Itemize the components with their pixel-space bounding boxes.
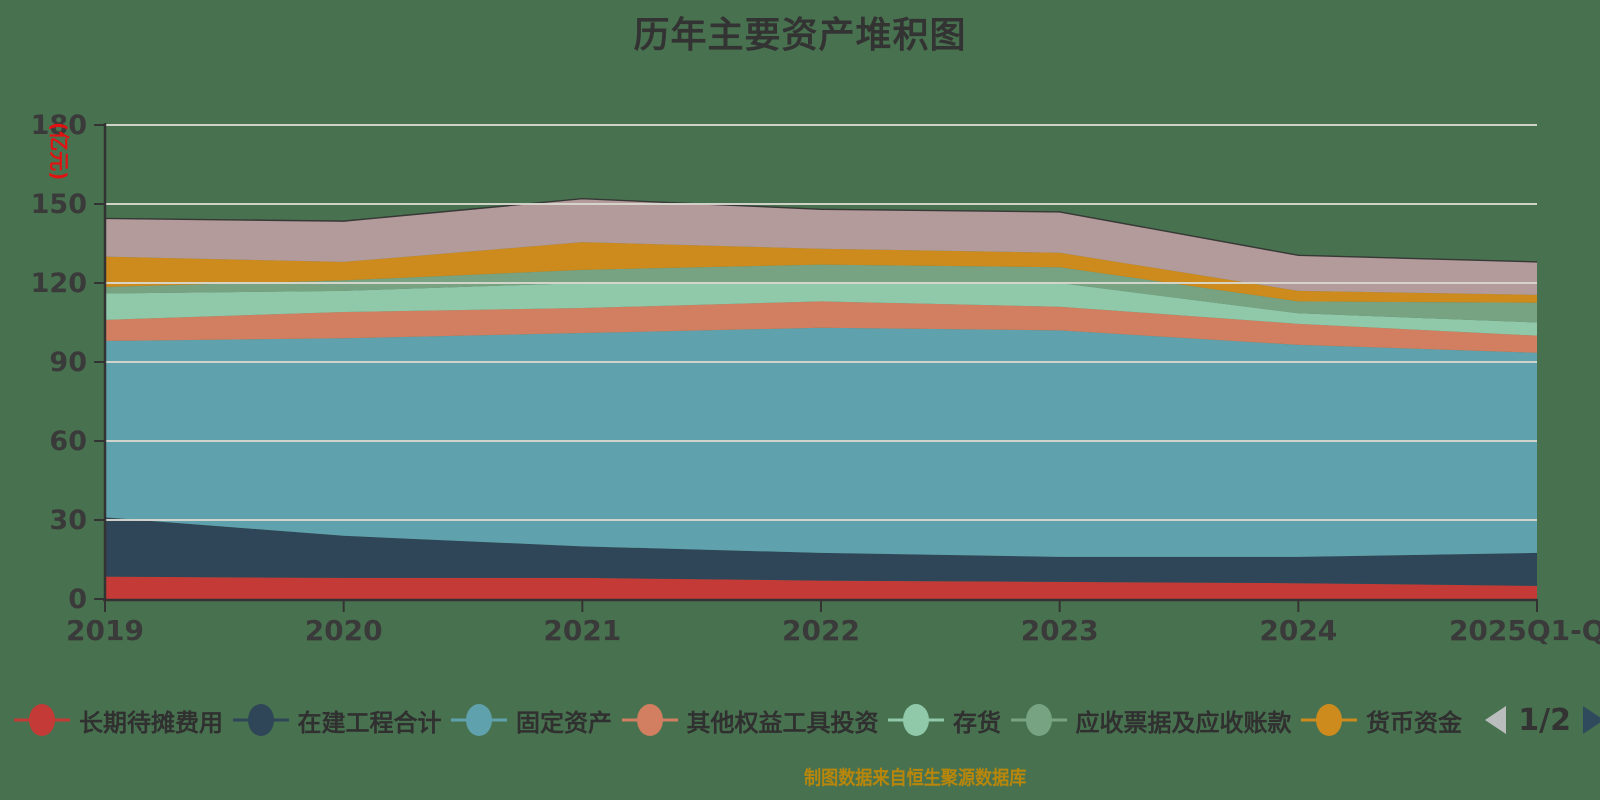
legend-item-label: 应收票据及应收账款 <box>1075 708 1292 737</box>
page-title: 历年主要资产堆积图 <box>633 15 967 56</box>
legend-item[interactable]: 在建工程合计 <box>232 702 442 738</box>
legend-item-label: 在建工程合计 <box>297 708 442 737</box>
x-tick-label: 2019 <box>66 614 144 647</box>
area-series-在建工程合计[interactable] <box>105 517 1537 586</box>
total-outline <box>104 198 1538 263</box>
area-series-应收票据及应收账款[interactable] <box>105 264 1537 323</box>
x-tick-label: 2024 <box>1259 614 1337 647</box>
y-tick-label: 150 <box>31 189 87 220</box>
y-tick-label: 90 <box>49 347 87 378</box>
legend-item[interactable]: 应收票据及应收账款 <box>1010 702 1292 738</box>
legend-item[interactable]: 货币资金 <box>1301 702 1462 738</box>
area-series-长期待摊费用[interactable] <box>105 576 1537 599</box>
y-axis-unit-label: (亿元) <box>47 122 71 180</box>
legend-marker-icon <box>1010 704 1067 736</box>
area-series-存货[interactable] <box>105 283 1537 336</box>
legend-marker-icon <box>621 704 678 736</box>
x-tick-label: 2020 <box>305 614 383 647</box>
x-tick-label: 2021 <box>543 614 621 647</box>
x-tick-label: 2023 <box>1021 614 1099 647</box>
legend-prev-icon[interactable] <box>1485 706 1507 734</box>
legend-marker-icon <box>14 704 70 736</box>
legend: 长期待摊费用 在建工程合计 固定资产 其他权益工具投资 存货 应收票据及应收账款 货币资金 <box>14 696 1462 744</box>
legend-item[interactable]: 长期待摊费用 <box>14 702 223 738</box>
area-series-其他权益工具投资[interactable] <box>105 301 1537 353</box>
x-tick-label: 2025Q1-Q3 <box>1449 614 1600 647</box>
y-tick-label: 180 <box>31 110 87 141</box>
stacked-area-chart: 0 30 60 90 120 150 180 2019 2020 2021 2022 2023 2024… <box>31 110 1600 647</box>
area-series-page2-7[interactable] <box>105 198 1537 295</box>
area-series-货币资金[interactable] <box>105 242 1537 303</box>
legend-item-label: 其他权益工具投资 <box>686 708 879 737</box>
legend-next-icon[interactable] <box>1583 706 1600 734</box>
legend-page-label: 1/2 <box>1518 702 1571 738</box>
legend-marker-icon <box>888 704 944 736</box>
legend-item-label: 固定资产 <box>516 708 612 737</box>
legend-item[interactable]: 存货 <box>888 702 1001 738</box>
y-tick-label: 0 <box>68 584 87 615</box>
legend-pagination: 1/2 <box>1468 696 1600 744</box>
y-tick-label: 60 <box>49 426 87 457</box>
legend-item[interactable]: 其他权益工具投资 <box>621 702 879 738</box>
legend-item-label: 货币资金 <box>1366 708 1462 737</box>
legend-marker-icon <box>451 704 507 736</box>
legend-marker-icon <box>232 704 289 736</box>
data-source-caption: 制图数据来自恒生聚源数据库 <box>804 767 1027 789</box>
legend-item[interactable]: 固定资产 <box>451 702 612 738</box>
y-tick-label: 30 <box>49 505 87 536</box>
legend-item-label: 存货 <box>953 708 1001 737</box>
x-tick-label: 2022 <box>782 614 860 647</box>
legend-marker-icon <box>1301 704 1357 736</box>
legend-item-label: 长期待摊费用 <box>79 708 223 737</box>
y-tick-label: 120 <box>31 268 87 299</box>
area-series-固定资产[interactable] <box>105 327 1537 557</box>
